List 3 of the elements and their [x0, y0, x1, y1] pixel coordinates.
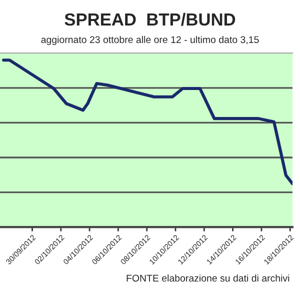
chart-subtitle: aggiornato 23 ottobre alle ore 12 - ultimo dato 3,15: [41, 36, 259, 46]
source-note: FONTE elaborazione su dati di archivi: [126, 274, 290, 282]
chart-title: SPREAD BTP/BUND: [64, 12, 236, 26]
